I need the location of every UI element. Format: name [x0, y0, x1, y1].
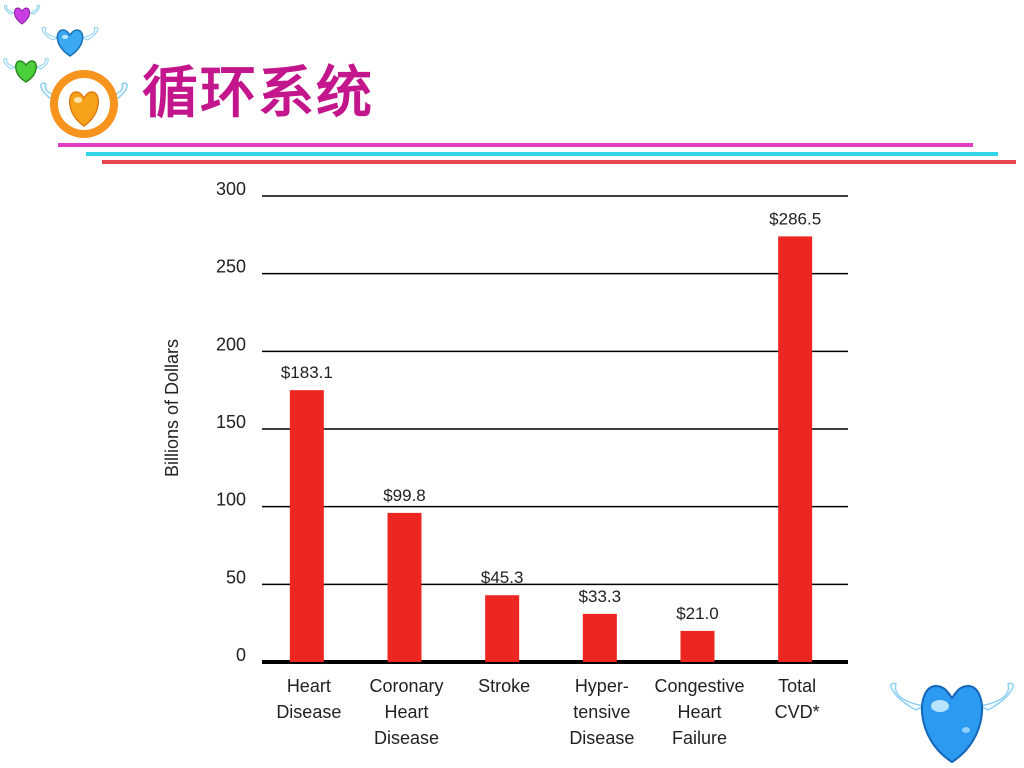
data-label: $183.1 [281, 363, 333, 382]
large-blue-winged-heart-icon [890, 682, 1014, 764]
blue-winged-heart-icon [41, 26, 99, 57]
x-tick-label: Heart Disease [276, 676, 341, 722]
y-tick-label: 0 [236, 645, 246, 665]
orange-winged-heart-icon [40, 70, 128, 138]
bar [289, 390, 324, 662]
bar [387, 512, 422, 662]
data-label: $286.5 [769, 209, 821, 228]
data-label: $21.0 [676, 604, 719, 623]
bar [582, 613, 617, 662]
bar [680, 630, 715, 662]
y-axis-label: Billions of Dollars [162, 339, 182, 477]
rule-red [102, 160, 1016, 164]
slide-title: 循环系统 [142, 61, 374, 126]
data-label: $99.8 [383, 486, 426, 505]
bar [485, 595, 520, 662]
x-tick-label: Coronary Heart Disease [369, 676, 443, 748]
x-tick-label: Hyper-tensive Disease [569, 676, 634, 748]
x-tick-label: Stroke [478, 676, 530, 696]
y-tick-label: 300 [216, 179, 246, 199]
data-label: $33.3 [579, 587, 622, 606]
data-label: $45.3 [481, 568, 524, 587]
y-tick-label: 50 [226, 567, 246, 587]
y-tick-label: 200 [216, 334, 246, 354]
y-tick-label: 150 [216, 412, 246, 432]
purple-winged-heart-icon [3, 5, 41, 25]
y-tick-label: 100 [216, 490, 246, 510]
x-tick-label: Congestive Heart Failure [654, 676, 744, 748]
green-winged-heart-icon [3, 58, 49, 83]
rule-cyan [86, 152, 998, 156]
x-tick-label: Total CVD* [775, 676, 820, 722]
rule-magenta [58, 143, 973, 147]
y-tick-label: 250 [216, 257, 246, 277]
bar [778, 236, 813, 663]
